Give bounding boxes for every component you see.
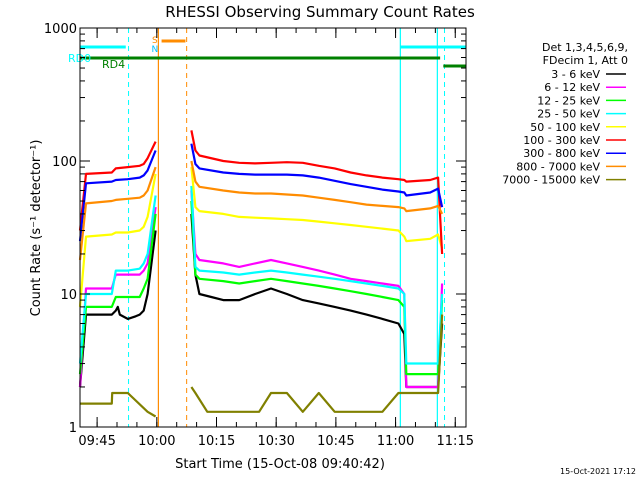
legend-entry-7: 300 - 800 keV [523, 147, 600, 160]
series-line-7 [78, 143, 444, 242]
footer-timestamp: 15-Oct-2021 17:12 [560, 467, 636, 476]
series-line-4 [78, 185, 444, 365]
y-axis-label: Count Rate (s⁻¹ detector⁻¹) [29, 140, 44, 317]
series-line-8 [78, 160, 444, 261]
x-tick-label: 10:30 [257, 434, 294, 449]
decimation-label-rd4: RD4 [102, 58, 125, 71]
x-tick-label: 09:45 [78, 434, 115, 449]
chart-title: RHESSI Observing Summary Count Rates [165, 3, 475, 21]
x-tick-label: 10:45 [317, 434, 354, 449]
plot-frame [79, 27, 467, 428]
y-axis: 1 10 100 1000 [44, 22, 466, 436]
legend-entry-5: 50 - 100 keV [530, 121, 600, 134]
series-line-2 [78, 190, 444, 389]
legend-entry-6: 100 - 300 keV [523, 134, 600, 147]
y-tick-label: 10 [60, 288, 77, 303]
series-line-5 [78, 166, 444, 307]
series-line-6 [78, 130, 444, 255]
legend-entry-3: 12 - 25 keV [537, 94, 600, 107]
series-line-9 [80, 314, 444, 418]
x-tick-label: 10:00 [138, 434, 175, 449]
attenuator-flag: S [152, 36, 158, 46]
y-tick-label: 1000 [44, 22, 77, 37]
legend-entry-8: 800 - 7000 keV [516, 160, 600, 173]
x-tick-label: 11:15 [437, 434, 474, 449]
y-tick-label: 1 [69, 421, 77, 436]
legend-entry-4: 25 - 50 keV [537, 108, 600, 121]
x-axis-label: Start Time (15-Oct-08 09:40:42) [175, 457, 385, 472]
x-tick-label: 11:00 [377, 434, 414, 449]
series-line-1 [78, 213, 444, 389]
legend-entry-1: 3 - 6 keV [551, 68, 600, 81]
legend: Det 1,3,4,5,6,9,FDecim 1, Att 03 - 6 keV… [502, 41, 628, 187]
legend-entry-9: 7000 - 15000 keV [502, 174, 600, 187]
attenuator-flag: N [151, 45, 158, 55]
x-tick-label: 10:15 [198, 434, 235, 449]
y-tick-label: 100 [52, 155, 77, 170]
legend-header: FDecim 1, Att 0 [543, 54, 628, 67]
x-axis: 09:45 10:00 10:15 10:30 10:45 11:00 11:15 [78, 28, 474, 449]
legend-entry-2: 6 - 12 keV [544, 81, 600, 94]
legend-header: Det 1,3,4,5,6,9, [542, 41, 628, 54]
